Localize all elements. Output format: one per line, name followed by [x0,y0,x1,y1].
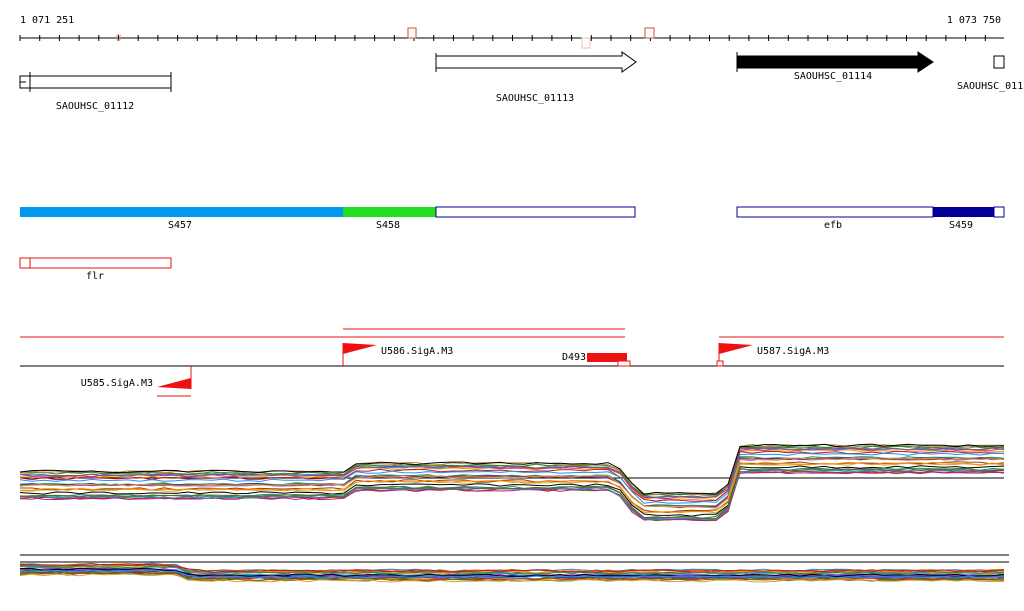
promoter-label: U586.SigA.M3 [381,346,453,357]
promoter-u587[interactable]: U587.SigA.M3 [716,343,829,367]
ruler-marker[interactable] [644,27,655,39]
profile-line [19,443,1005,495]
deletion-d493[interactable]: D493 [562,352,631,367]
profile-line [19,471,1005,521]
gene-track: SAOUHSC_01112 SAOUHSC_01113 SAOUHSC_0111… [19,51,1023,112]
gene-label: SAOUHSC_01114 [794,71,872,82]
gene-label: SAOUHSC_01113 [496,93,574,104]
ruler-ticks [19,35,986,41]
segment-label: S459 [949,220,973,231]
feature-flr[interactable]: flr [19,257,172,282]
gene-label: SAOUHSC_01112 [56,101,134,112]
profile-line [19,465,1005,517]
profile-line [19,569,1005,579]
segment-track: S457 S458 efb S459 [20,206,1005,231]
promoter-u585[interactable]: U585.SigA.M3 [81,366,192,397]
segment-s457[interactable] [20,207,343,217]
segment-empty[interactable] [435,206,636,218]
segment-label: S457 [168,220,192,231]
profile-line [19,570,1005,580]
segment-efb[interactable] [736,206,934,218]
regulatory-track: U586.SigA.M3 D493 U587.SigA.M3 U585.SigA… [20,328,1004,397]
segment-label: efb [824,220,842,231]
promoter-u586[interactable]: U586.SigA.M3 [342,343,453,366]
profile-line [19,456,1005,507]
gene-saouhsc-01112[interactable]: SAOUHSC_01112 [19,72,172,112]
profile-line [19,449,1005,501]
gene-saouhsc-011-partial[interactable]: SAOUHSC_011 [957,55,1023,92]
profile-line [19,565,1005,575]
deletion-label: D493 [562,352,586,363]
feature-label: flr [86,271,104,282]
expression-profile-track-2 [19,554,1009,583]
profile-line [19,452,1005,504]
ruler-end-label: 1 073 750 [947,15,1001,26]
profile-line [19,447,1005,500]
profile-line [19,469,1005,521]
expression-profile-track-1 [19,443,1005,522]
profile-line [19,457,1005,508]
gene-saouhsc-01114[interactable]: SAOUHSC_01114 [736,51,934,82]
coordinate-ruler: 1 071 251 1 073 750 [19,15,1004,49]
promoter-label: U587.SigA.M3 [757,346,829,357]
segment-label: S458 [376,220,400,231]
profile-line [19,573,1005,583]
profile-line [19,567,1005,578]
segment-end[interactable] [993,206,1005,218]
profile-line [20,461,1005,514]
gene-label: SAOUHSC_011 [957,81,1023,92]
promoter-label: U585.SigA.M3 [81,378,153,389]
profile-line [19,563,1005,573]
ruler-marker[interactable] [116,34,121,41]
segment-s458[interactable] [343,207,436,217]
ruler-marker[interactable] [581,37,591,49]
ruler-marker[interactable] [407,27,417,39]
profile-line [19,457,1005,509]
ruler-start-label: 1 071 251 [20,15,74,26]
segment-s459[interactable] [933,207,994,217]
gene-saouhsc-01113[interactable]: SAOUHSC_01113 [435,51,637,104]
profile-line [19,447,1005,498]
profile-line [19,467,1005,520]
